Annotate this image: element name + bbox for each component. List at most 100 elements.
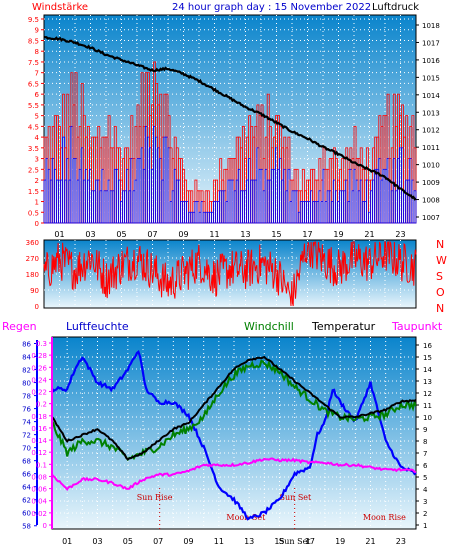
wind-tick-label: 1.5 [28, 188, 39, 196]
compass-label: S [436, 270, 443, 283]
hour-tick-label: 03 [92, 537, 102, 546]
temperature-tick-label: 5 [423, 474, 427, 482]
humidity-tick-label: 80 [22, 380, 31, 388]
humidity-tick-label: 62 [22, 497, 31, 505]
humidity-tick-label: 58 [22, 523, 31, 531]
humidity-tick-label: 74 [22, 419, 31, 427]
wind-tick-label: 4 [35, 134, 40, 142]
hour-tick-label: 19 [333, 230, 343, 239]
rain-tick-label: 0 [43, 522, 47, 530]
temperature-tick-label: 12 [423, 390, 432, 398]
temperature-tick-label: 11 [423, 402, 432, 410]
wind-tick-label: 2 [35, 177, 39, 185]
wind-tick-label: 6.5 [28, 80, 39, 88]
rain-tick-label: 0.22 [31, 389, 47, 397]
temperature-tick-label: 13 [423, 378, 432, 386]
wind-tick-label: 3 [35, 156, 39, 164]
temperature-tick-label: 10 [423, 414, 432, 422]
temperature-tick-label: 1 [423, 522, 427, 530]
pressure-tick-label: 1009 [422, 179, 440, 187]
sunset-axis-label: Sun Set [279, 537, 312, 546]
hour-tick-label: 11 [209, 230, 219, 239]
direction-tick-label: 180 [26, 271, 39, 279]
pressure-tick-label: 1016 [422, 57, 440, 65]
wind-tick-label: 8.5 [28, 37, 39, 45]
hour-tick-label: 13 [240, 230, 250, 239]
hour-tick-label: 11 [214, 537, 224, 546]
compass-label: N [436, 302, 444, 315]
compass-label: W [436, 254, 447, 267]
temperature-tick-label: 16 [423, 342, 432, 350]
windchill-legend: Windchill [244, 320, 294, 333]
moonrise-label: Moon Rise [363, 513, 406, 522]
hour-tick-label: 01 [54, 230, 64, 239]
wind-tick-label: 8 [35, 48, 39, 56]
hour-tick-label: 03 [85, 230, 95, 239]
hour-tick-label: 23 [396, 537, 406, 546]
hour-tick-label: 07 [147, 230, 157, 239]
hour-tick-label: 05 [116, 230, 126, 239]
chart-title: 24 hour graph day : 15 November 2022 [172, 2, 371, 13]
pressure-tick-label: 1017 [422, 39, 440, 47]
wind-tick-label: 1 [35, 199, 39, 207]
temperature-tick-label: 4 [423, 486, 428, 494]
humidity-tick-label: 72 [22, 432, 31, 440]
direction-tick-label: 0 [35, 303, 39, 311]
wind-tick-label: 3.5 [28, 145, 39, 153]
direction-tick-label: 270 [26, 255, 39, 263]
rain-tick-label: 0.1 [36, 461, 47, 469]
hour-tick-label: 09 [178, 230, 188, 239]
wind-tick-label: 4.5 [28, 123, 39, 131]
temperature-tick-label: 15 [423, 354, 432, 362]
wind-average-bar [413, 190, 417, 224]
wind-tick-label: 5 [35, 113, 39, 121]
pressure-axis-title: Luftdruck [372, 2, 419, 13]
humidity-tick-label: 66 [22, 471, 31, 479]
hour-tick-label: 07 [153, 537, 163, 546]
wind-tick-label: 5.5 [28, 102, 39, 110]
pressure-tick-label: 1008 [422, 197, 440, 205]
rain-tick-label: 0.06 [31, 486, 47, 494]
wind-tick-label: 7 [35, 70, 39, 78]
humidity-tick-label: 70 [22, 445, 31, 453]
pressure-tick-label: 1013 [422, 109, 440, 117]
temperature-tick-label: 8 [423, 438, 427, 446]
pressure-tick-label: 1010 [422, 162, 440, 170]
direction-tick-label: 90 [30, 287, 39, 295]
hour-tick-label: 21 [364, 230, 374, 239]
humidity-tick-label: 86 [22, 341, 31, 349]
hour-tick-label: 01 [62, 537, 72, 546]
pressure-tick-label: 1018 [422, 22, 440, 30]
wind-tick-label: 9 [35, 27, 39, 35]
temperature-tick-label: 6 [423, 462, 428, 470]
pressure-tick-label: 1011 [422, 144, 440, 152]
rain-tick-label: 0.2 [36, 401, 47, 409]
pressure-tick-label: 1014 [422, 92, 440, 100]
rain-tick-label: 0.18 [31, 413, 47, 421]
temperature-line [51, 355, 417, 461]
hour-tick-label: 09 [183, 537, 193, 546]
wind-tick-label: 0.5 [28, 209, 39, 217]
humidity-axis-title: Luftfeuchte [66, 320, 129, 333]
hour-tick-label: 15 [271, 230, 281, 239]
rain-tick-label: 0.26 [31, 364, 47, 372]
compass-label: O [436, 286, 445, 299]
rain-tick-label: 0.3 [36, 340, 47, 348]
sunrise-label: Sun Rise [137, 493, 173, 502]
hour-tick-label: 05 [123, 537, 133, 546]
rain-tick-label: 0.12 [31, 449, 47, 457]
wind-tick-label: 0 [35, 220, 39, 228]
dewpoint-line [51, 457, 417, 492]
dewpoint-legend: Taupunkt [391, 320, 443, 333]
wind-tick-label: 9.5 [28, 16, 39, 24]
panel-temperature-humidity: Regen Luftfeuchte Windchill Temperatur T… [2, 320, 443, 546]
rain-tick-label: 0.14 [31, 437, 47, 445]
windchill-line [51, 359, 417, 462]
rain-tick-label: 0.02 [31, 510, 47, 518]
humidity-tick-label: 82 [22, 367, 31, 375]
temperature-tick-label: 14 [423, 366, 432, 374]
wind-direction-line [43, 240, 417, 307]
humidity-tick-label: 78 [22, 393, 31, 401]
humidity-tick-label: 60 [22, 510, 31, 518]
